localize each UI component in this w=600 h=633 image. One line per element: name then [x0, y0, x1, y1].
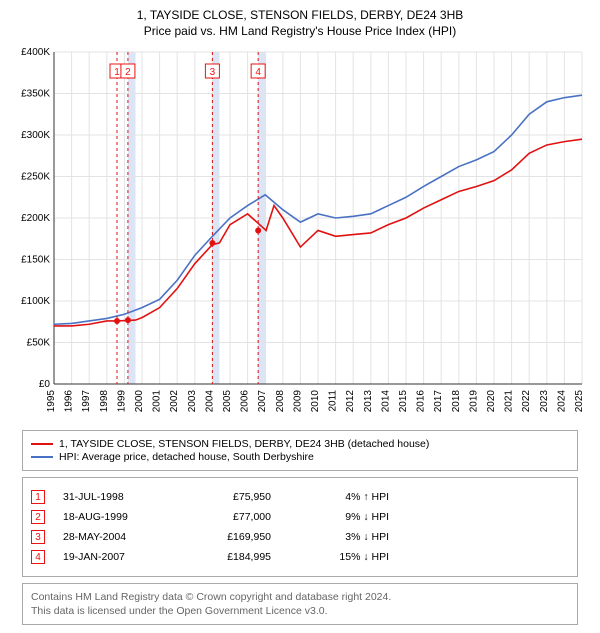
svg-text:£0: £0: [39, 379, 51, 390]
svg-text:£350K: £350K: [21, 89, 50, 100]
price-chart: £0 £50K £100K £150K £200K £250K £300K £350K £400…: [8, 44, 592, 424]
svg-text:£250K: £250K: [21, 172, 50, 183]
svg-text:1999: 1999: [116, 390, 127, 413]
sale-date: 19-JAN-2007: [63, 551, 173, 563]
svg-text:2004: 2004: [204, 390, 215, 413]
svg-text:2022: 2022: [521, 390, 532, 413]
sale-price: £169,950: [191, 531, 271, 543]
svg-text:2013: 2013: [363, 390, 374, 413]
svg-text:£300K: £300K: [21, 130, 50, 141]
sale-row: 1 31-JUL-1998 £75,950 4% ↑ HPI: [31, 490, 569, 504]
footer-line-2: This data is licensed under the Open Gov…: [31, 604, 569, 618]
legend-label: 1, TAYSIDE CLOSE, STENSON FIELDS, DERBY,…: [59, 438, 429, 450]
svg-text:£100K: £100K: [21, 296, 50, 307]
svg-text:2017: 2017: [433, 390, 444, 413]
sale-hpi-delta: 3% ↓ HPI: [289, 531, 389, 543]
svg-text:2014: 2014: [380, 390, 391, 413]
svg-text:2011: 2011: [328, 390, 339, 412]
price-chart-svg: £0 £50K £100K £150K £200K £250K £300K £350K £400…: [8, 44, 592, 424]
sale-price: £77,000: [191, 511, 271, 523]
svg-text:2006: 2006: [240, 390, 251, 413]
svg-text:2010: 2010: [310, 390, 321, 413]
legend-item: HPI: Average price, detached house, Sout…: [31, 451, 569, 463]
legend-item: 1, TAYSIDE CLOSE, STENSON FIELDS, DERBY,…: [31, 438, 569, 450]
svg-text:2009: 2009: [292, 390, 303, 413]
legend-swatch: [31, 443, 53, 445]
sale-date: 28-MAY-2004: [63, 531, 173, 543]
chart-title-address: 1, TAYSIDE CLOSE, STENSON FIELDS, DERBY,…: [8, 8, 592, 22]
svg-text:2007: 2007: [257, 390, 268, 413]
svg-text:1995: 1995: [46, 390, 57, 413]
sale-hpi-delta: 9% ↓ HPI: [289, 511, 389, 523]
svg-text:2018: 2018: [451, 390, 462, 413]
svg-text:1996: 1996: [64, 390, 75, 413]
sale-row: 2 18-AUG-1999 £77,000 9% ↓ HPI: [31, 510, 569, 524]
svg-text:1998: 1998: [99, 390, 110, 413]
sale-marker-icon: 1: [31, 490, 45, 504]
svg-text:2015: 2015: [398, 390, 409, 413]
sale-price: £75,950: [191, 491, 271, 503]
chart-title-subtitle: Price paid vs. HM Land Registry's House …: [8, 24, 592, 38]
sale-date: 18-AUG-1999: [63, 511, 173, 523]
svg-text:4: 4: [255, 67, 261, 78]
sale-row: 3 28-MAY-2004 £169,950 3% ↓ HPI: [31, 530, 569, 544]
svg-text:£400K: £400K: [21, 47, 50, 58]
sale-date: 31-JUL-1998: [63, 491, 173, 503]
svg-text:2005: 2005: [222, 390, 233, 413]
svg-text:£200K: £200K: [21, 213, 50, 224]
sale-hpi-delta: 4% ↑ HPI: [289, 491, 389, 503]
svg-text:£50K: £50K: [27, 338, 51, 349]
sale-marker-icon: 4: [31, 550, 45, 564]
svg-text:2016: 2016: [416, 390, 427, 413]
svg-text:£150K: £150K: [21, 255, 50, 266]
legend: 1, TAYSIDE CLOSE, STENSON FIELDS, DERBY,…: [22, 430, 578, 471]
svg-text:2025: 2025: [574, 390, 585, 413]
footer-line-1: Contains HM Land Registry data © Crown c…: [31, 590, 569, 604]
legend-label: HPI: Average price, detached house, Sout…: [59, 451, 314, 463]
legend-swatch: [31, 456, 53, 458]
sale-row: 4 19-JAN-2007 £184,995 15% ↓ HPI: [31, 550, 569, 564]
sale-hpi-delta: 15% ↓ HPI: [289, 551, 389, 563]
svg-text:2021: 2021: [504, 390, 515, 413]
svg-text:2012: 2012: [345, 390, 356, 413]
svg-text:2019: 2019: [468, 390, 479, 413]
svg-text:2000: 2000: [134, 390, 145, 413]
svg-text:2023: 2023: [539, 390, 550, 413]
svg-text:2001: 2001: [152, 390, 163, 413]
sale-marker-icon: 2: [31, 510, 45, 524]
svg-text:1: 1: [114, 67, 120, 78]
svg-text:2: 2: [125, 67, 131, 78]
sale-marker-icon: 3: [31, 530, 45, 544]
svg-text:1997: 1997: [81, 390, 92, 413]
svg-text:2024: 2024: [556, 390, 567, 413]
svg-text:2020: 2020: [486, 390, 497, 413]
sale-price: £184,995: [191, 551, 271, 563]
sales-table: 1 31-JUL-1998 £75,950 4% ↑ HPI 2 18-AUG-1999 £…: [22, 477, 578, 577]
svg-text:2008: 2008: [275, 390, 286, 413]
svg-text:2003: 2003: [187, 390, 198, 413]
svg-text:2002: 2002: [169, 390, 180, 413]
attribution-footer: Contains HM Land Registry data © Crown c…: [22, 583, 578, 625]
svg-text:3: 3: [210, 67, 216, 78]
chart-title-block: 1, TAYSIDE CLOSE, STENSON FIELDS, DERBY,…: [8, 8, 592, 38]
